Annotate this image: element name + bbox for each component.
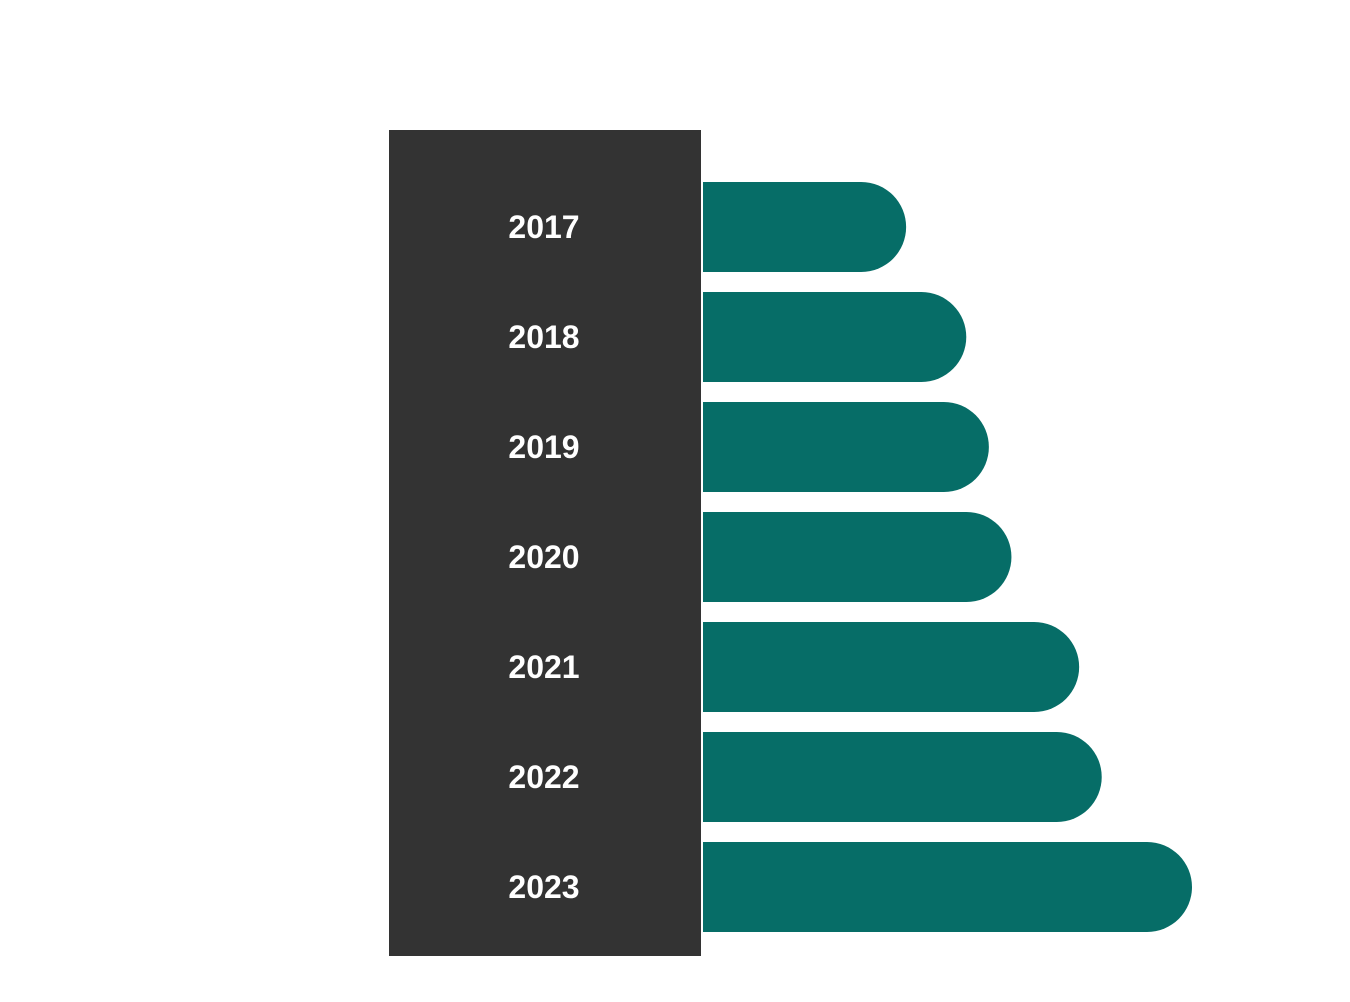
bar-2023 [703,842,1192,932]
bar-2017 [703,182,907,272]
category-label-2021: 2021 [508,649,579,685]
category-label-2023: 2023 [508,869,579,905]
bar-2021 [703,622,1080,712]
category-label-2017: 2017 [508,209,579,245]
category-label-panel [389,130,701,956]
bar-2022 [703,732,1102,822]
category-labels-group: 2017 2018 2019 2020 2021 2022 2023 [508,209,579,905]
category-label-2020: 2020 [508,539,579,575]
bars-group [703,182,1192,932]
bar-2019 [703,402,989,492]
bar-2020 [703,512,1012,602]
category-label-2019: 2019 [508,429,579,465]
bar-2018 [703,292,967,382]
category-label-2022: 2022 [508,759,579,795]
category-label-2018: 2018 [508,319,579,355]
